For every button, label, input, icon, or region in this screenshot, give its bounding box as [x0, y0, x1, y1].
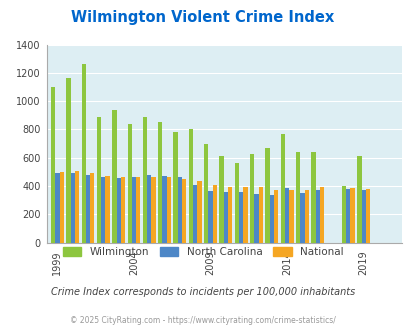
- Bar: [132, 177, 136, 243]
- Bar: [223, 192, 228, 243]
- Bar: [356, 156, 360, 243]
- Bar: [258, 187, 262, 243]
- Bar: [173, 132, 177, 243]
- Bar: [269, 195, 273, 243]
- Bar: [341, 186, 345, 243]
- Bar: [181, 179, 186, 243]
- Bar: [219, 155, 223, 243]
- Bar: [147, 175, 151, 243]
- Bar: [162, 176, 166, 243]
- Bar: [75, 171, 79, 243]
- Bar: [304, 189, 308, 243]
- Bar: [90, 173, 94, 243]
- Bar: [311, 152, 315, 243]
- Bar: [360, 189, 365, 243]
- Bar: [158, 122, 162, 243]
- Bar: [265, 148, 269, 243]
- Bar: [254, 194, 258, 243]
- Bar: [284, 188, 288, 243]
- Bar: [243, 187, 247, 243]
- Bar: [315, 190, 319, 243]
- Bar: [249, 154, 254, 243]
- Bar: [55, 173, 60, 243]
- Bar: [60, 172, 64, 243]
- Text: © 2025 CityRating.com - https://www.cityrating.com/crime-statistics/: © 2025 CityRating.com - https://www.city…: [70, 316, 335, 325]
- Bar: [70, 173, 75, 243]
- Bar: [365, 189, 369, 243]
- Bar: [208, 191, 212, 243]
- Bar: [273, 190, 277, 243]
- Bar: [177, 177, 181, 243]
- Bar: [295, 152, 300, 243]
- Bar: [166, 177, 171, 243]
- Bar: [212, 185, 216, 243]
- Bar: [300, 193, 304, 243]
- Bar: [345, 189, 350, 243]
- Bar: [350, 188, 354, 243]
- Bar: [193, 184, 197, 243]
- Bar: [116, 178, 121, 243]
- Bar: [66, 79, 70, 243]
- Bar: [228, 187, 232, 243]
- Bar: [197, 181, 201, 243]
- Bar: [81, 64, 86, 243]
- Bar: [280, 134, 284, 243]
- Bar: [234, 163, 239, 243]
- Bar: [97, 117, 101, 243]
- Text: Crime Index corresponds to incidents per 100,000 inhabitants: Crime Index corresponds to incidents per…: [51, 287, 354, 297]
- Legend: Wilmington, North Carolina, National: Wilmington, North Carolina, National: [59, 244, 346, 260]
- Bar: [101, 178, 105, 243]
- Bar: [288, 189, 293, 243]
- Text: Wilmington Violent Crime Index: Wilmington Violent Crime Index: [71, 10, 334, 25]
- Bar: [127, 124, 132, 243]
- Bar: [86, 175, 90, 243]
- Bar: [51, 87, 55, 243]
- Bar: [239, 192, 243, 243]
- Bar: [136, 177, 140, 243]
- Bar: [121, 178, 125, 243]
- Bar: [151, 178, 156, 243]
- Bar: [188, 129, 193, 243]
- Bar: [105, 176, 109, 243]
- Bar: [143, 117, 147, 243]
- Bar: [112, 110, 116, 243]
- Bar: [319, 187, 323, 243]
- Bar: [204, 144, 208, 243]
